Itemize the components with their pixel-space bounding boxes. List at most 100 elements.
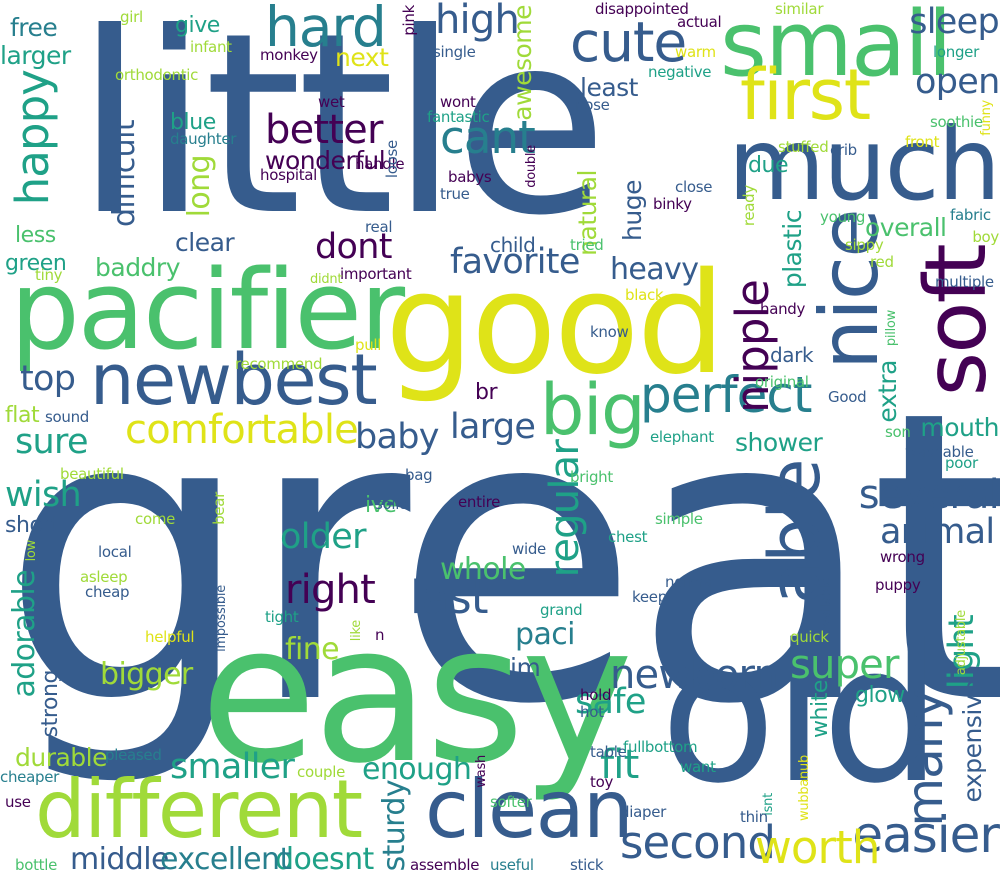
word-doesnt: doesnt <box>275 842 374 877</box>
word-softer: softer <box>490 793 532 811</box>
word-good: good <box>385 243 726 406</box>
word-couple: couple <box>297 763 346 781</box>
word-useful: useful <box>490 856 534 874</box>
word-longer: longer <box>933 43 979 61</box>
word-wish: wish <box>5 475 82 515</box>
word-due: due <box>748 153 789 178</box>
word-big: big <box>540 369 646 451</box>
word-similar: similar <box>775 0 824 18</box>
word-wrong: wrong <box>880 548 925 566</box>
word-great: great <box>0 327 1000 792</box>
word-fit: fit <box>600 742 639 788</box>
word-wide: wide <box>512 540 546 558</box>
word-open: open <box>915 62 1000 102</box>
word-worth: worth <box>755 821 880 874</box>
word-sure: sure <box>15 422 88 462</box>
word-last: last <box>410 571 488 624</box>
word-simple: simple <box>655 510 703 528</box>
word-child: child <box>490 233 536 257</box>
word-normal: normal <box>665 573 716 591</box>
word-expensive: expensive <box>958 680 987 803</box>
word-daughter: daughter <box>170 130 237 148</box>
word-fabric: fabric <box>950 206 991 224</box>
word-cute: cute <box>570 10 687 74</box>
word-old: old <box>660 604 942 825</box>
word-enough: enough <box>362 752 472 787</box>
word-comfortable: comfortable <box>125 407 359 453</box>
word-handy: handy <box>760 300 806 318</box>
word-middle: middle <box>70 842 169 877</box>
word-im: im <box>510 653 541 682</box>
word-bear: bear <box>210 492 228 525</box>
word-whole: whole <box>440 552 526 587</box>
word-clear: clear <box>175 228 235 257</box>
word-happy: happy <box>6 70 59 206</box>
word-good: Good <box>828 388 867 406</box>
word-plastic: plastic <box>778 210 807 289</box>
word-solid: solid <box>375 495 409 513</box>
word-durable: durable <box>15 743 108 772</box>
word-strong: strong <box>38 670 63 738</box>
word-single: single <box>433 43 476 61</box>
word-ive: ive <box>365 493 397 518</box>
word-dark: dark <box>770 343 814 367</box>
word-next: next <box>335 43 389 72</box>
word-shower: shower <box>735 428 823 457</box>
word-keep: keep <box>632 588 667 606</box>
word-elephant: elephant <box>650 428 714 446</box>
word-cheaper: cheaper <box>0 768 59 786</box>
word-girl: girl <box>120 8 143 26</box>
word-ready: ready <box>740 185 758 227</box>
word-binky: binky <box>653 195 692 213</box>
word-infant: infant <box>190 38 232 56</box>
word-hot: hot <box>580 703 604 721</box>
word-free: free <box>10 13 58 42</box>
word-hospital: hospital <box>260 166 318 184</box>
word-cheap: cheap <box>85 583 130 601</box>
word-top: top <box>20 359 76 399</box>
word-son: son <box>885 423 911 441</box>
word-like: like <box>349 620 364 642</box>
word-flat: flat <box>5 403 40 428</box>
word-different: different <box>35 763 363 856</box>
word-babys: babys <box>448 168 492 186</box>
word-impossible: impossible <box>214 585 229 652</box>
word-tight: tight <box>265 608 299 626</box>
word-grand: grand <box>540 601 583 619</box>
word-easy: easy <box>200 584 633 805</box>
word-boy: boy <box>972 228 999 246</box>
word-bright: bright <box>570 468 613 486</box>
word-orthodontic: orthodontic <box>115 66 199 84</box>
word-extra: extra <box>873 360 902 423</box>
word-mouth: mouth <box>920 413 999 442</box>
word-least: least <box>580 73 638 102</box>
word-helpful: helpful <box>145 628 195 646</box>
word-bottle: bottle <box>15 856 58 874</box>
word-br: br <box>475 380 498 405</box>
word-newborn: newborn <box>610 652 779 698</box>
word-use: use <box>5 793 31 811</box>
word-table: table <box>590 743 627 761</box>
word-huge: huge <box>618 180 647 241</box>
word-baddry: baddry <box>95 253 181 282</box>
word-pillow: pillow <box>884 310 899 347</box>
word-wont: wont <box>440 93 476 111</box>
word-original: original <box>755 373 809 391</box>
word-know: know <box>590 323 629 341</box>
word-monkey: monkey <box>260 46 318 64</box>
word-disappointed: disappointed <box>595 0 689 18</box>
word-asleep: asleep <box>80 568 128 586</box>
word-want: want <box>680 758 716 776</box>
word-baby: baby <box>355 417 439 457</box>
word-fantastic: fantastic <box>427 108 490 126</box>
word-red: red <box>870 253 894 271</box>
word-bag: bag <box>405 466 433 484</box>
word-paci: paci <box>515 617 575 652</box>
word-sleep: sleep <box>909 2 999 42</box>
word-negative: negative <box>648 63 712 81</box>
word-older: older <box>280 517 366 557</box>
word-actual: actual <box>677 13 722 31</box>
word-better: better <box>265 107 383 153</box>
word-pacifier: pacifier <box>10 246 405 374</box>
word-sturdy: sturdy <box>377 780 412 872</box>
